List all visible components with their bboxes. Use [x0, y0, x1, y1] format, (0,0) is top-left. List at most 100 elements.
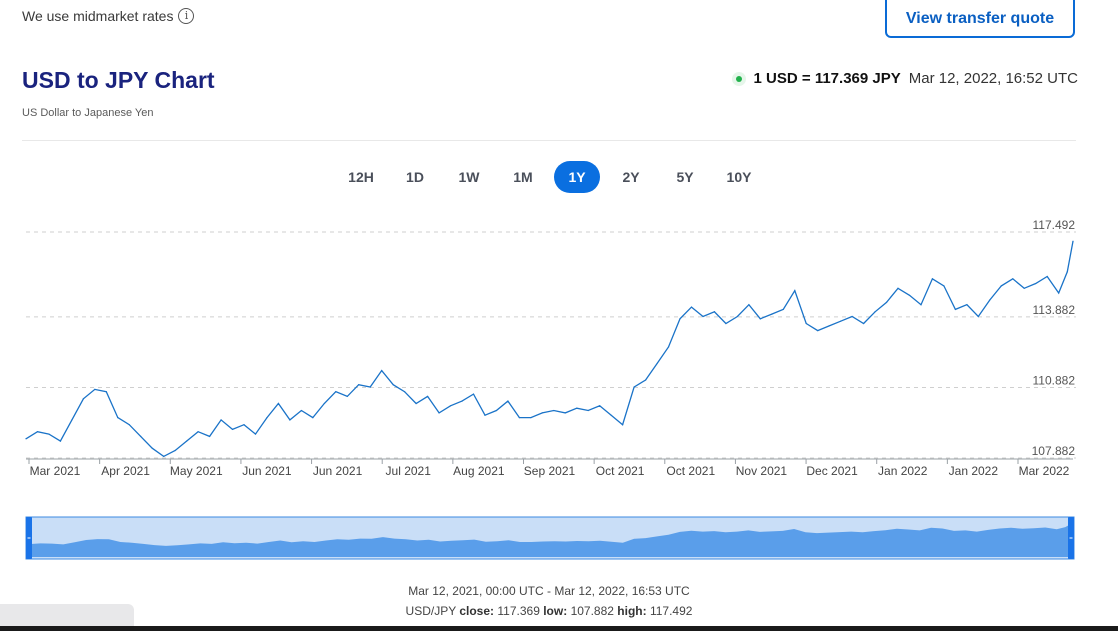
- data-point: [931, 278, 934, 280]
- data-point: [840, 320, 842, 322]
- data-point: [782, 308, 784, 311]
- data-point: [530, 416, 532, 419]
- data-point: [599, 405, 601, 407]
- data-point: [254, 433, 257, 435]
- y-tick-label: 110.882: [1033, 373, 1076, 387]
- data-point: [208, 435, 211, 438]
- data-point: [220, 419, 222, 421]
- data-point: [541, 412, 543, 414]
- data-point: [174, 449, 176, 452]
- data-point: [943, 285, 945, 287]
- data-point: [725, 322, 727, 325]
- data-point: [369, 386, 371, 388]
- period-tab-5y[interactable]: 5Y: [676, 169, 694, 185]
- data-point: [163, 455, 165, 458]
- data-point: [805, 322, 807, 325]
- data-point: [36, 431, 39, 433]
- period-tab-1m[interactable]: 1M: [513, 169, 533, 185]
- data-point: [335, 391, 337, 393]
- data-point: [94, 388, 96, 390]
- y-tick-label: 113.882: [1033, 303, 1076, 317]
- x-tick-label: Jul 2021: [386, 464, 432, 478]
- x-tick-label: Mar 2022: [1019, 464, 1070, 478]
- data-point: [312, 416, 314, 419]
- data-point: [358, 384, 360, 386]
- data-point: [1035, 282, 1037, 285]
- data-point: [59, 440, 62, 442]
- data-point: [920, 304, 922, 306]
- x-tick-label: Aug 2021: [453, 464, 505, 478]
- info-icon[interactable]: i: [178, 8, 195, 24]
- data-point: [48, 433, 50, 435]
- view-transfer-quote-button[interactable]: View transfer quote: [885, 0, 1075, 38]
- data-point: [449, 405, 452, 407]
- data-point: [289, 419, 291, 421]
- data-point: [908, 294, 911, 296]
- x-tick-label: Oct 2021: [596, 464, 645, 478]
- data-point: [300, 409, 302, 412]
- y-tick-label: 107.882: [1032, 444, 1076, 458]
- data-point: [346, 395, 348, 398]
- summary-stats: USD/JPY close: 117.369 low: 107.882 high…: [0, 604, 1098, 618]
- data-point: [667, 346, 670, 348]
- data-point: [759, 318, 761, 320]
- navigator-handle-right[interactable]: [1068, 517, 1074, 559]
- page-title: USD to JPY Chart: [22, 67, 215, 93]
- data-point: [622, 424, 624, 426]
- data-point: [495, 409, 498, 412]
- data-point: [323, 402, 325, 405]
- midmarket-note: We use midmarket rates i: [22, 8, 195, 24]
- data-point: [885, 301, 888, 303]
- data-point: [576, 407, 578, 409]
- data-point: [25, 438, 27, 440]
- x-tick-label: Jan 2022: [949, 464, 999, 478]
- close-value: 117.369: [497, 604, 540, 618]
- data-point: [1066, 271, 1068, 273]
- period-tab-1d[interactable]: 1D: [406, 169, 424, 185]
- period-selector: 12H 1D 1W 1M 1Y 2Y 5Y 10Y: [338, 161, 762, 193]
- high-label: high:: [617, 604, 647, 618]
- x-tick-label: May 2021: [170, 464, 223, 478]
- period-tab-12h[interactable]: 12H: [348, 169, 374, 185]
- navigator-window: [25, 516, 1075, 560]
- data-point: [610, 414, 612, 416]
- period-tab-1y[interactable]: 1Y: [554, 161, 600, 193]
- x-tick-label: Jun 2021: [242, 464, 292, 478]
- navigator-handle-left[interactable]: [26, 517, 32, 559]
- data-point: [644, 379, 647, 381]
- high-value: 117.492: [649, 604, 693, 618]
- data-point: [794, 290, 796, 292]
- divider: [22, 140, 1076, 141]
- data-point: [828, 325, 830, 327]
- data-point: [404, 391, 406, 393]
- x-tick-label: Oct 2021: [666, 464, 715, 478]
- data-point: [863, 322, 865, 325]
- period-tab-2y[interactable]: 2Y: [622, 169, 640, 185]
- data-point: [679, 318, 681, 320]
- x-tick-label: Jun 2021: [313, 464, 363, 478]
- low-label: low:: [543, 604, 568, 618]
- x-tick-label: Apr 2021: [101, 464, 150, 478]
- data-point: [231, 428, 234, 430]
- data-point: [117, 416, 119, 419]
- navigator-area: [29, 523, 1071, 557]
- period-tab-10y[interactable]: 10Y: [726, 169, 752, 185]
- data-point: [989, 299, 991, 301]
- data-point: [128, 424, 130, 426]
- data-point: [426, 395, 429, 398]
- data-point: [690, 306, 693, 308]
- data-point: [954, 308, 956, 311]
- taskbar-edge: [0, 626, 1118, 631]
- data-point: [392, 384, 394, 386]
- data-point: [105, 391, 107, 393]
- current-rate: 1 USD = 117.369 JPY Mar 12, 2022, 16:52 …: [735, 70, 1078, 87]
- x-tick-label: Dec 2021: [806, 464, 858, 478]
- data-point: [1023, 287, 1025, 289]
- page-subtitle: US Dollar to Japanese Yen: [22, 107, 154, 119]
- midmarket-text: We use midmarket rates: [22, 8, 174, 24]
- y-tick-label: 117.492: [1033, 218, 1076, 232]
- period-tab-1w[interactable]: 1W: [458, 169, 480, 185]
- data-point: [266, 416, 268, 419]
- rate-value: 1 USD = 117.369 JPY: [753, 70, 901, 87]
